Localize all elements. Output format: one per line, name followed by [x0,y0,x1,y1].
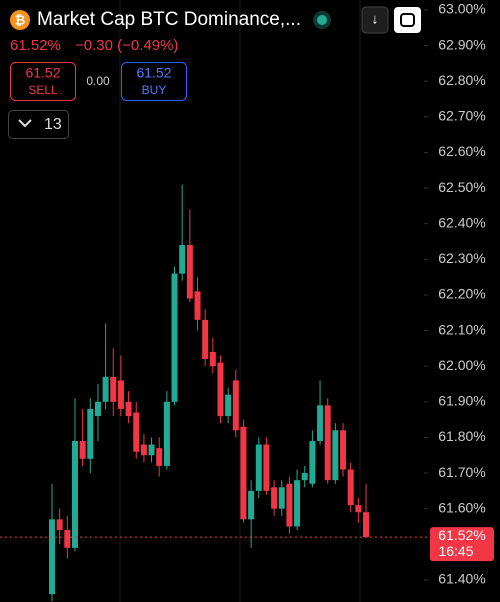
candle-body [94,401,101,417]
fullscreen-button[interactable] [394,7,421,33]
buy-label: BUY [142,83,167,97]
vertical-grid [119,0,361,602]
sell-price: 61.52 [25,65,60,81]
candle-body [49,519,55,595]
fullscreen-icon [400,13,415,27]
candle-body [248,490,255,520]
y-tick-label: 61.60% [438,499,485,515]
price: 61.52% [10,37,61,54]
candle-body [271,487,278,509]
chevron-icon [18,119,32,128]
sell-button[interactable] [10,62,76,101]
y-tick-label: 62.80% [438,72,485,88]
y-tick-label: 62.00% [438,357,485,373]
sell-label: SELL [28,83,58,97]
candle-body [317,405,324,441]
candle-body [278,487,285,509]
plot [0,184,428,602]
y-tick-label: 62.40% [438,214,485,230]
candle-body [87,408,94,459]
candle-body [56,519,63,531]
status-dot [317,15,327,25]
y-tick-label: 62.50% [438,179,485,195]
candle-body [148,444,155,456]
buy-button[interactable] [121,62,187,101]
candle-body [232,380,239,431]
candle-body [171,273,178,402]
y-tick-label: 62.90% [438,36,485,52]
candle-body [294,480,301,527]
candle-body [186,245,193,299]
last-price-label: 61.52% [438,527,485,543]
candle-body [209,351,216,367]
y-tick-label: 62.70% [438,108,485,124]
candle-body [71,440,78,548]
candle-body [225,394,232,417]
change: −0.30 (−0.49%) [75,37,178,54]
candle-body [255,444,262,491]
candle-body [79,440,86,459]
candle-body [355,505,362,513]
candle-body [263,444,270,491]
candle-body [309,440,316,484]
download-icon: ↓ [372,11,379,27]
y-tick-label: 62.60% [438,143,485,159]
y-tick-label: 62.30% [438,250,485,266]
last-price-tag [430,527,494,562]
y-tick-label: 61.70% [438,464,485,480]
candle-body [194,291,201,320]
candle-body [340,430,347,470]
spread: 0.00 [86,74,110,88]
download-button[interactable] [361,6,389,34]
candle-body [347,469,354,506]
btc-icon [10,10,30,30]
last-time-label: 16:45 [438,543,473,559]
candle-body [133,412,140,452]
btc-icon-glyph: ₿ [15,12,26,27]
candle-body [156,448,163,466]
buy-price: 61.52 [136,65,171,81]
y-axis: 63.00% 62.90% 62.80% 62.70% 62.60% 62.50% 62.4… [424,1,494,587]
candle-body [301,473,308,481]
candle-body [110,376,117,402]
title: Market Cap BTC Dominance,... [37,9,301,30]
y-tick-label: 61.90% [438,393,485,409]
candle-body [140,444,147,456]
candle-body [363,512,369,538]
candle-body [64,530,71,548]
candle-body [332,430,339,481]
y-tick-label: 63.00% [438,1,485,17]
y-tick-label: 62.10% [438,321,485,337]
interval-button[interactable] [8,110,69,139]
candle-body [240,426,247,520]
candle-body [179,245,186,274]
candle-body [163,401,170,466]
candle-body [324,405,331,481]
candle-body [102,376,109,402]
y-tick-label: 62.20% [438,286,485,302]
interval: 13 [44,116,62,133]
candle-body [202,319,209,360]
candle-body [125,401,132,417]
candle-body [117,380,124,409]
candle-body [286,483,293,527]
candle-body [217,362,224,417]
y-tick-label: 61.80% [438,428,485,444]
y-tick-label: 61.40% [438,571,485,587]
